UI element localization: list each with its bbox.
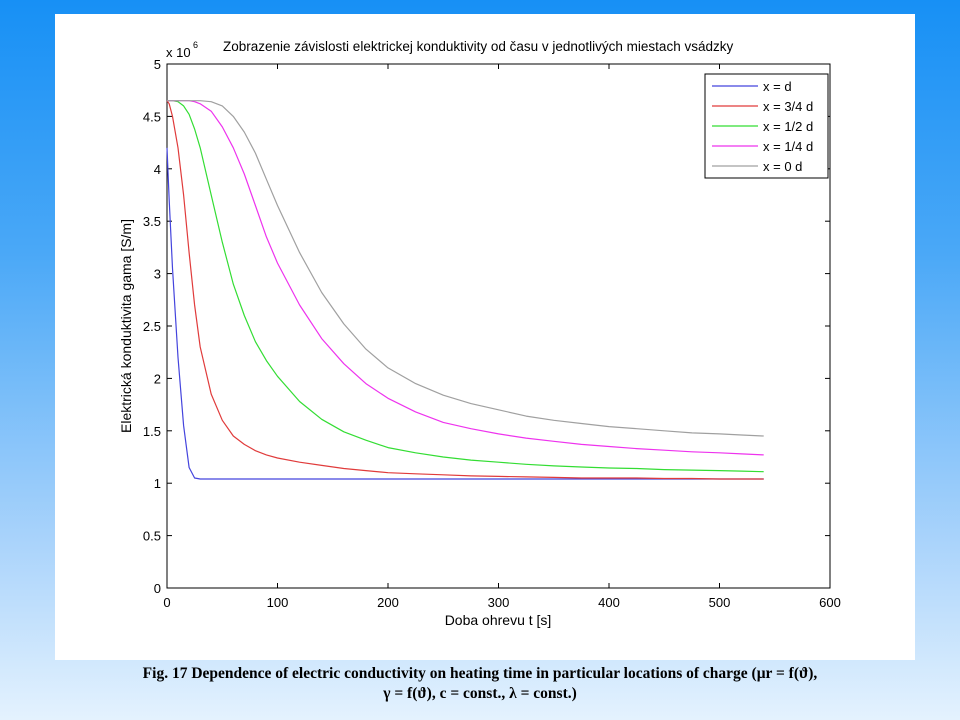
y-tick-label: 4	[154, 162, 161, 177]
x-tick-label: 0	[163, 595, 170, 610]
figure-caption: Fig. 17 Dependence of electric conductiv…	[40, 664, 920, 704]
y-multiplier-exponent: 6	[193, 40, 198, 50]
y-tick-label: 3.5	[143, 214, 161, 229]
x-axis-label: Doba ohrevu t [s]	[445, 612, 552, 628]
x-tick-label: 100	[267, 595, 289, 610]
series-line	[167, 100, 764, 473]
x-tick-label: 400	[598, 595, 620, 610]
y-tick-label: 4.5	[143, 109, 161, 124]
y-tick-label: 3	[154, 267, 161, 282]
series-line	[166, 147, 764, 480]
x-tick-label: 300	[488, 595, 510, 610]
y-tick-label: 2.5	[143, 319, 161, 334]
x-tick-label: 200	[377, 595, 399, 610]
legend-label: x = 1/4 d	[763, 139, 813, 154]
legend-label: x = d	[763, 79, 792, 94]
y-tick-label: 0.5	[143, 529, 161, 544]
legend-label: x = 0 d	[763, 159, 802, 174]
conductivity-line-chart: 0 100 200 300 400 500 600 0 0.5 1 1.5 2 2.5 3 3.5 4 4.5 5…	[118, 39, 841, 628]
caption-line-1: Fig. 17 Dependence of electric conductiv…	[142, 665, 818, 682]
y-multiplier-label: x 10	[166, 45, 191, 60]
legend-label: x = 1/2 d	[763, 119, 813, 134]
x-tick-label: 600	[819, 595, 841, 610]
y-tick-label: 0	[154, 581, 161, 596]
figure-panel: 0 100 200 300 400 500 600 0 0.5 1 1.5 2 2.5 3 3.5 4 4.5 5…	[55, 14, 915, 660]
series-lines	[166, 100, 764, 480]
series-line	[167, 100, 764, 437]
legend: x = d x = 3/4 d x = 1/2 d x = 1/4 d x = 0 d	[704, 73, 829, 179]
y-tick-label: 1	[154, 476, 161, 491]
axis-ticks: 0 100 200 300 400 500 600 0 0.5 1 1.5 2 2.5 3 3.5 4 4.5 5	[143, 57, 841, 610]
y-tick-label: 5	[154, 57, 161, 72]
chart-title: Zobrazenie závislosti elektrickej konduk…	[223, 39, 733, 54]
x-tick-label: 500	[709, 595, 731, 610]
series-line	[166, 100, 764, 480]
y-tick-label: 2	[154, 371, 161, 386]
legend-label: x = 3/4 d	[763, 99, 813, 114]
y-tick-label: 1.5	[143, 424, 161, 439]
y-axis-label: Elektrická konduktivita gama [S/m]	[118, 219, 134, 433]
caption-line-2: γ = f(ϑ), c = const., λ = const.)	[383, 685, 577, 702]
